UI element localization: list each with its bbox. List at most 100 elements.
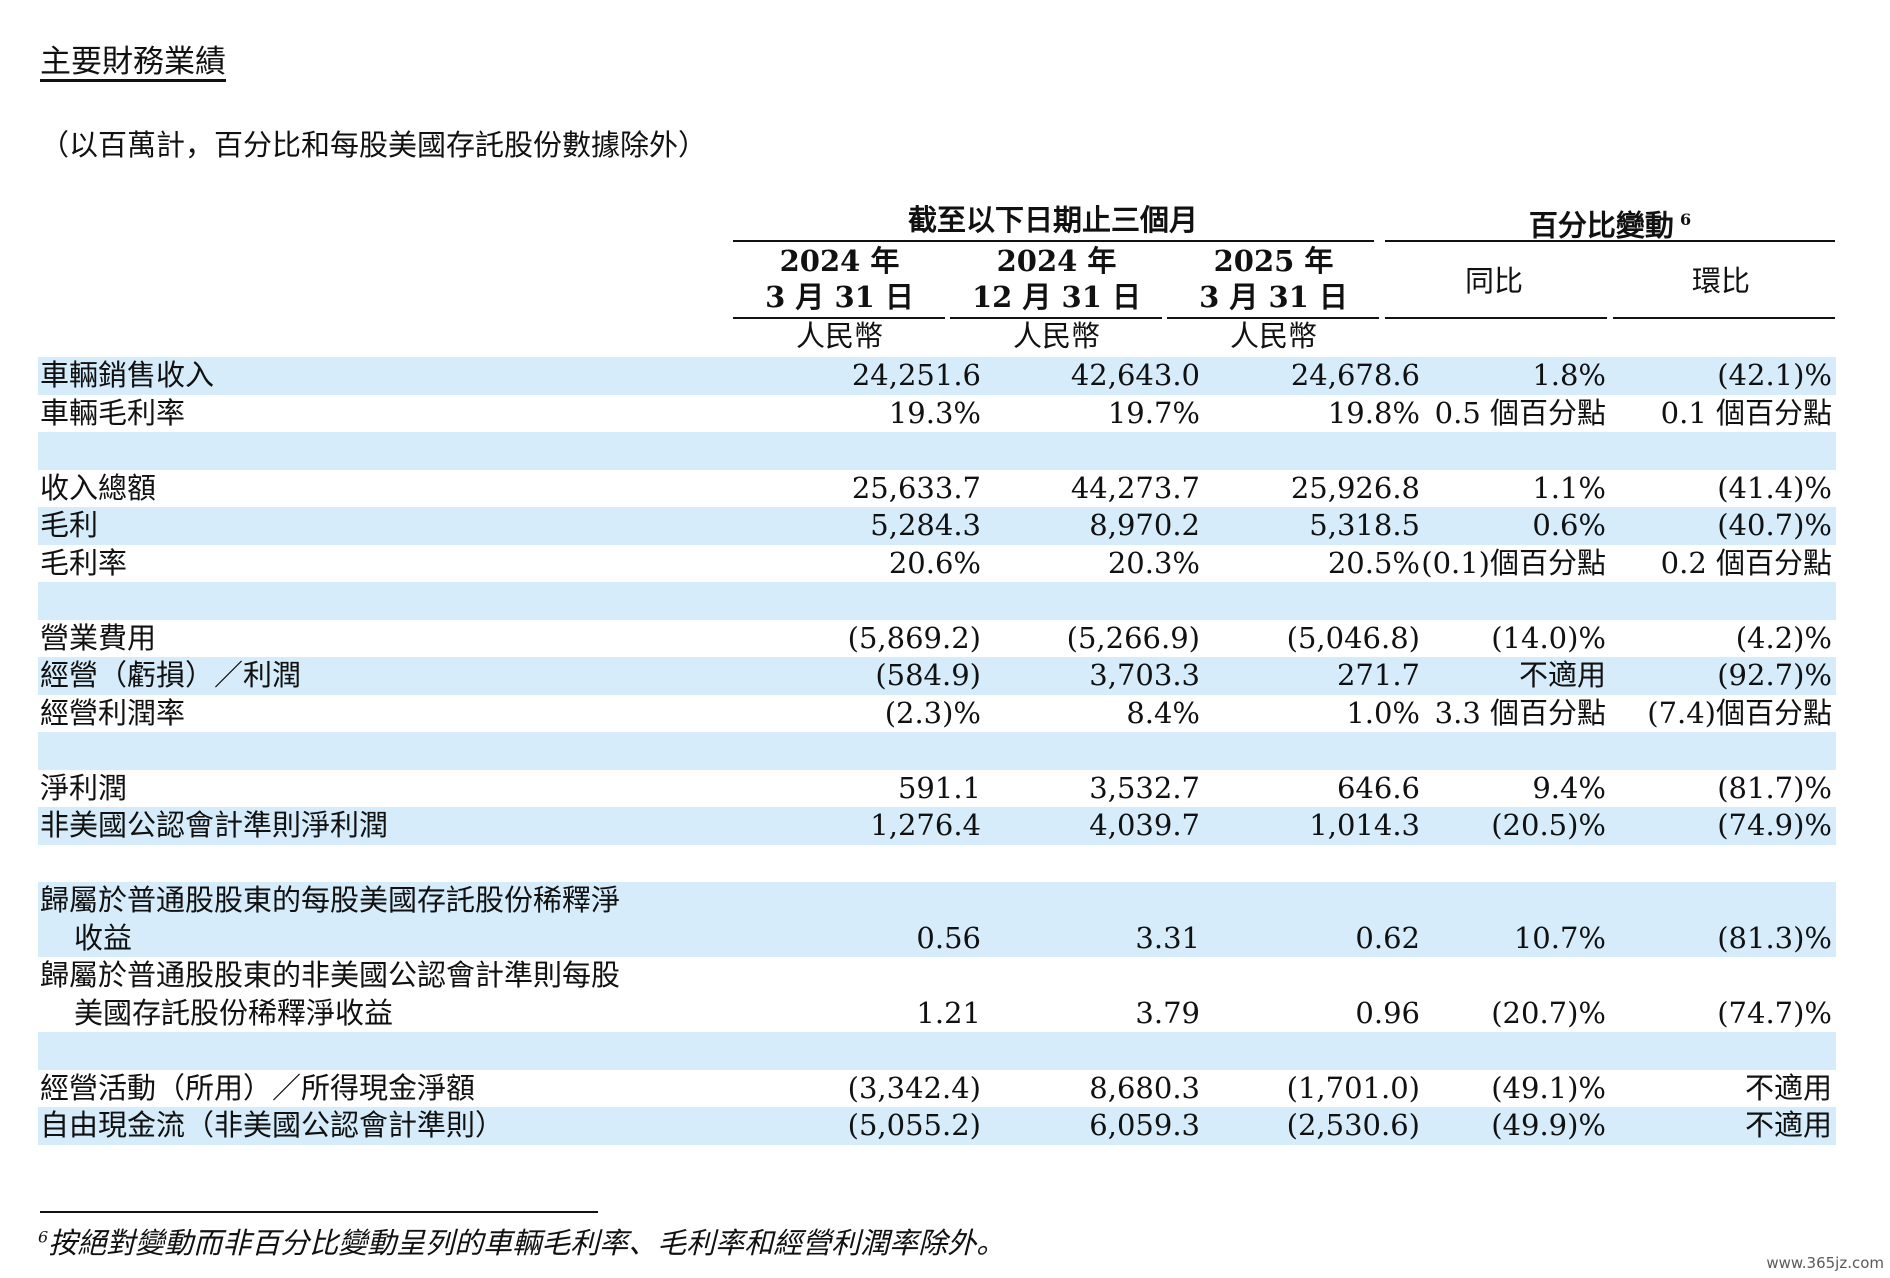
cell-yoy: 0.5 個百分點 (1434, 395, 1606, 430)
col-header-q1-2025: 2025 年 3 月 31 日 (1167, 243, 1380, 315)
table-row: 歸屬於普通股股東的非美國公認會計準則每股 美國存託股份稀釋淨收益 1.21 3.… (38, 957, 1836, 1032)
row-label: 營業費用 (40, 620, 157, 655)
period-group-header: 截至以下日期止三個月 (733, 202, 1373, 238)
watermark: www.365jz.com (1766, 1254, 1884, 1272)
col-date: 3 月 31 日 (765, 280, 914, 314)
table-row: 經營利潤率 (2.3)% 8.4% 1.0% 3.3 個百分點 (7.4)個百分… (38, 695, 1836, 733)
cell-q1-2025: (2,530.6) (1286, 1108, 1420, 1142)
cell-q1-2024: 0.56 (916, 920, 981, 955)
footnote-rule (40, 1211, 598, 1213)
table-row: 自由現金流（非美國公認會計準則） (5,055.2) 6,059.3 (2,53… (38, 1107, 1836, 1145)
col-year: 2024 年 (996, 244, 1117, 278)
col-header-yoy: 同比 (1464, 264, 1523, 298)
table-row: 毛利率 20.6% 20.3% 20.5% (0.1)個百分點 0.2 個百分點 (38, 545, 1836, 583)
cell-q1-2025: 19.8% (1327, 395, 1420, 430)
cell-q4-2024: 3.31 (1135, 920, 1200, 955)
cell-q1-2025: (5,046.8) (1286, 620, 1420, 655)
cell-q1-2024: 19.3% (888, 395, 981, 430)
cell-q1-2024: (2.3)% (884, 695, 981, 730)
cell-yoy: (49.1)% (1491, 1070, 1606, 1105)
cell-q4-2024: 8,680.3 (1089, 1070, 1200, 1105)
spacer-row (38, 732, 1836, 770)
period-group-label: 截至以下日期止三個月 (907, 203, 1198, 237)
currency-label-1: 人民幣 (795, 319, 883, 353)
col-header-qoq: 環比 (1691, 264, 1750, 298)
col-header-q1-2024: 2024 年 3 月 31 日 (733, 243, 946, 315)
cell-q1-2024: 24,251.6 (851, 358, 981, 392)
cell-q1-2024: 5,284.3 (870, 508, 981, 542)
cell-qoq: 0.1 個百分點 (1660, 395, 1832, 430)
cell-qoq: (7.4)個百分點 (1647, 695, 1832, 730)
cell-yoy: (14.0)% (1491, 620, 1606, 655)
cell-qoq: 0.2 個百分點 (1660, 545, 1832, 580)
row-label-line-2: 美國存託股份稀釋淨收益 (74, 995, 394, 1030)
row-label: 歸屬於普通股股東的每股美國存託股份稀釋淨 收益 (40, 882, 620, 957)
cell-q1-2025: 24,678.6 (1290, 358, 1420, 392)
qoq-rule (1613, 317, 1835, 319)
spacer-row (38, 1032, 1836, 1070)
col-date: 3 月 31 日 (1199, 280, 1348, 314)
cell-q1-2024: (5,869.2) (847, 620, 981, 655)
table-row: 車輛毛利率 19.3% 19.7% 19.8% 0.5 個百分點 0.1 個百分… (38, 395, 1836, 433)
cell-qoq: (81.3)% (1717, 920, 1832, 955)
change-group-label: 百分比變動 (1528, 208, 1674, 243)
cell-q1-2024: 20.6% (888, 545, 981, 580)
table-row: 毛利 5,284.3 8,970.2 5,318.5 0.6% (40.7)% (38, 507, 1836, 545)
cell-q4-2024: (5,266.9) (1066, 620, 1200, 655)
cell-qoq: 不適用 (1744, 1070, 1832, 1105)
table-row: 淨利潤 591.1 3,532.7 646.6 9.4% (81.7)% (38, 770, 1836, 808)
table-row: 經營（虧損）／利潤 (584.9) 3,703.3 271.7 不適用 (92.… (38, 657, 1836, 695)
spacer-row (38, 845, 1836, 883)
date-rule-1 (733, 317, 945, 319)
row-label: 經營利潤率 (40, 695, 186, 730)
cell-qoq: (40.7)% (1717, 508, 1832, 542)
cell-qoq: (41.4)% (1717, 470, 1832, 505)
cell-q4-2024: 44,273.7 (1070, 470, 1200, 505)
row-label: 收入總額 (40, 470, 157, 505)
cell-q1-2025: 1.0% (1346, 695, 1420, 730)
cell-q1-2024: (3,342.4) (847, 1070, 981, 1105)
row-label: 經營（虧損）／利潤 (40, 658, 302, 692)
cell-yoy: 1.1% (1532, 470, 1606, 505)
footnote: 6按絕對變動而非百分比變動呈列的車輛毛利率、毛利率和經營利潤率除外。 (38, 1220, 1005, 1262)
yoy-rule (1385, 317, 1607, 319)
date-rule-3 (1167, 317, 1379, 319)
table-row: 營業費用 (5,869.2) (5,266.9) (5,046.8) (14.0… (38, 620, 1836, 658)
cell-qoq: (74.7)% (1717, 995, 1832, 1030)
cell-q1-2024: (584.9) (875, 658, 981, 692)
row-label: 車輛毛利率 (40, 395, 186, 430)
row-label-line-1: 歸屬於普通股股東的非美國公認會計準則每股 (40, 958, 621, 992)
cell-q1-2024: 25,633.7 (851, 470, 981, 505)
cell-q1-2024: 1,276.4 (870, 808, 981, 842)
cell-q1-2025: 271.7 (1336, 658, 1420, 692)
cell-q1-2025: (1,701.0) (1286, 1070, 1420, 1105)
table-row: 歸屬於普通股股東的每股美國存託股份稀釋淨 收益 0.56 3.31 0.62 1… (38, 882, 1836, 957)
cell-qoq: (81.7)% (1717, 770, 1832, 805)
cell-q4-2024: 20.3% (1107, 545, 1200, 580)
table-row: 車輛銷售收入 24,251.6 42,643.0 24,678.6 1.8% (… (38, 357, 1836, 395)
table-row: 收入總額 25,633.7 44,273.7 25,926.8 1.1% (41… (38, 470, 1836, 508)
cell-q1-2025: 25,926.8 (1290, 470, 1420, 505)
cell-yoy: 不適用 (1518, 658, 1606, 692)
footnote-text: 按絕對變動而非百分比變動呈列的車輛毛利率、毛利率和經營利潤率除外。 (48, 1226, 1006, 1260)
cell-yoy: (20.5)% (1491, 808, 1606, 842)
row-label: 車輛銷售收入 (40, 358, 215, 392)
row-label: 經營活動（所用）／所得現金淨額 (40, 1070, 476, 1105)
cell-q1-2024: (5,055.2) (847, 1108, 981, 1142)
cell-q4-2024: 8,970.2 (1089, 508, 1200, 542)
spacer-row (38, 582, 1836, 620)
cell-qoq: (74.9)% (1717, 808, 1832, 842)
cell-qoq: (92.7)% (1717, 658, 1832, 692)
row-label: 毛利 (40, 508, 99, 542)
cell-yoy: (20.7)% (1491, 995, 1606, 1030)
cell-q4-2024: 42,643.0 (1070, 358, 1200, 392)
cell-q4-2024: 3.79 (1135, 995, 1200, 1030)
currency-label-2: 人民幣 (1012, 319, 1100, 353)
row-label: 淨利潤 (40, 770, 128, 805)
cell-q4-2024: 19.7% (1107, 395, 1200, 430)
cell-q4-2024: 6,059.3 (1089, 1108, 1200, 1142)
row-label: 毛利率 (40, 545, 128, 580)
cell-yoy: 3.3 個百分點 (1434, 695, 1606, 730)
col-header-q4-2024: 2024 年 12 月 31 日 (950, 243, 1163, 315)
date-rule-2 (950, 317, 1162, 319)
